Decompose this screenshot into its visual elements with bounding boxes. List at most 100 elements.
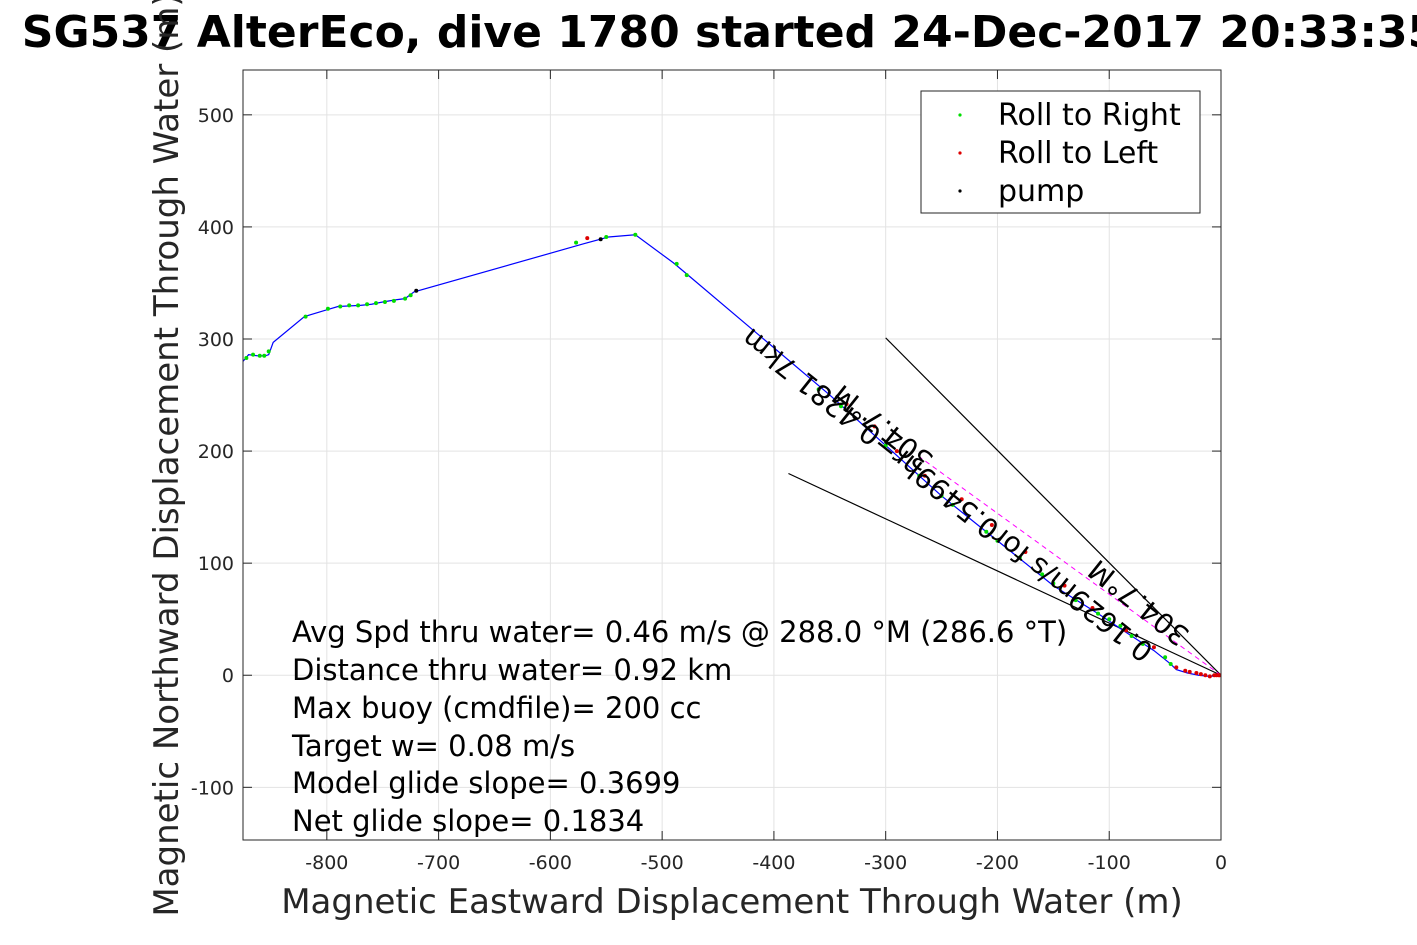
plot-frame (242, 69, 1222, 841)
roll-left-point (922, 473, 927, 478)
y-tick-label: -100 (191, 777, 234, 799)
roll-left-point (1187, 669, 1192, 674)
heading-line (788, 472, 1221, 676)
legend: Roll to Right Roll to Left pump (920, 90, 1201, 214)
roll-right-point (347, 303, 352, 308)
annotation-avg-speed: Avg Spd thru water= 0.46 m/s @ 288.0 °M … (292, 615, 1067, 649)
roll-right-point (1017, 555, 1022, 560)
roll-right-point (408, 293, 413, 298)
roll-left-point (989, 523, 994, 528)
x-tick-label: 0 (1215, 852, 1227, 874)
roll-right-point (1118, 623, 1123, 628)
roll-right-point (391, 298, 396, 303)
roll-right-point (816, 387, 821, 392)
roll-left-point (844, 402, 849, 407)
roll-right-point (382, 300, 387, 305)
roll-right-point (325, 306, 330, 311)
points (244, 232, 1221, 679)
y-tick-label: 100 (198, 553, 234, 575)
ticks: -800 -700 -600 -500 -400 -300 -200 -100 0 -100 0 10… (191, 70, 1227, 874)
roll-right-point (633, 232, 638, 237)
pump-point (414, 288, 419, 293)
roll-right-point (266, 349, 271, 354)
roll-left-point (1183, 668, 1188, 673)
roll-right-point (1096, 611, 1101, 616)
x-tick-label: -300 (864, 852, 907, 874)
heading-lines (788, 337, 1221, 676)
roll-left-point (1203, 673, 1208, 678)
roll-left-point (1023, 549, 1028, 554)
roll-left-point (585, 236, 590, 241)
model-track-line (918, 456, 1221, 676)
legend-label-roll-right: Roll to Right (998, 98, 1181, 133)
roll-right-point (838, 404, 843, 409)
x-tick-label: -500 (641, 852, 684, 874)
x-tick-label: -400 (752, 852, 795, 874)
roll-right-point (338, 304, 343, 309)
roll-right-point (684, 273, 689, 278)
legend-label-roll-left: Roll to Left (998, 136, 1158, 171)
roll-right-point (574, 240, 579, 245)
roll-right-point (1051, 581, 1056, 586)
annotation-model-glide: Model glide slope= 0.3699 (292, 766, 680, 800)
roll-right-point (950, 502, 955, 507)
x-axis-label: Magnetic Eastward Displacement Through W… (281, 882, 1183, 922)
annotation-target-w: Target w= 0.08 m/s (291, 729, 575, 763)
roll-right-point (262, 353, 267, 358)
roll-right-point (1129, 634, 1134, 639)
x-tick-label: -600 (529, 852, 572, 874)
roll-left-point (1207, 674, 1212, 679)
roll-right-point (1163, 655, 1168, 660)
roll-right-point (939, 493, 944, 498)
roll-left-point (1217, 673, 1221, 678)
track-line (243, 234, 1221, 677)
x-tick-label: -700 (417, 852, 460, 874)
roll-right-point (251, 352, 256, 357)
roll-left-point (894, 449, 899, 454)
roll-right-point (1073, 598, 1078, 603)
roll-right-point (257, 353, 262, 358)
roll-right-point (403, 296, 408, 301)
roll-left-point (1151, 645, 1156, 650)
annotation-max-buoy: Max buoy (cmdfile)= 200 cc (292, 691, 701, 725)
y-tick-label: 200 (198, 441, 234, 463)
x-tick-label: -100 (1088, 852, 1131, 874)
roll-right-point (365, 302, 370, 307)
chart-title: SG537 AlterEco, dive 1780 started 24-Dec… (22, 7, 1417, 58)
roll-left-point (1194, 670, 1199, 675)
roll-right-point (984, 529, 989, 534)
roll-right-point (374, 301, 379, 306)
roll-right-point (1040, 572, 1045, 577)
roll-right-point (303, 314, 308, 319)
y-tick-label: 0 (222, 665, 234, 687)
roll-right-point (356, 303, 361, 308)
roll-right-point (1107, 617, 1112, 622)
roll-left-point (872, 424, 877, 429)
roll-right-point (674, 261, 679, 266)
y-axis-label: Magnetic Northward Displacement Through … (147, 0, 187, 917)
track (243, 234, 1221, 677)
roll-left-point (1198, 672, 1203, 677)
y-tick-label: 500 (198, 105, 234, 127)
y-tick-label: 300 (198, 329, 234, 351)
roll-left-point (1062, 583, 1067, 588)
roll-right-point (883, 443, 888, 448)
pump-point (598, 237, 603, 242)
legend-label-pump: pump (998, 174, 1084, 209)
roll-right-point (244, 356, 249, 361)
heading-line (885, 337, 1221, 676)
roll-right-point (1168, 662, 1173, 667)
roll-right-point (604, 235, 609, 240)
x-tick-label: -800 (305, 852, 348, 874)
roll-left-point (959, 497, 964, 502)
legend-box (920, 90, 1201, 214)
roll-left-point (1174, 665, 1179, 670)
legend-marker-roll-left (958, 151, 962, 155)
y-tick-label: 400 (198, 217, 234, 239)
legend-marker-roll-right (958, 113, 962, 117)
roll-left-point (1123, 628, 1128, 633)
roll-right-point (1140, 641, 1145, 646)
roll-right-point (917, 473, 922, 478)
roll-left-point (1090, 605, 1095, 610)
